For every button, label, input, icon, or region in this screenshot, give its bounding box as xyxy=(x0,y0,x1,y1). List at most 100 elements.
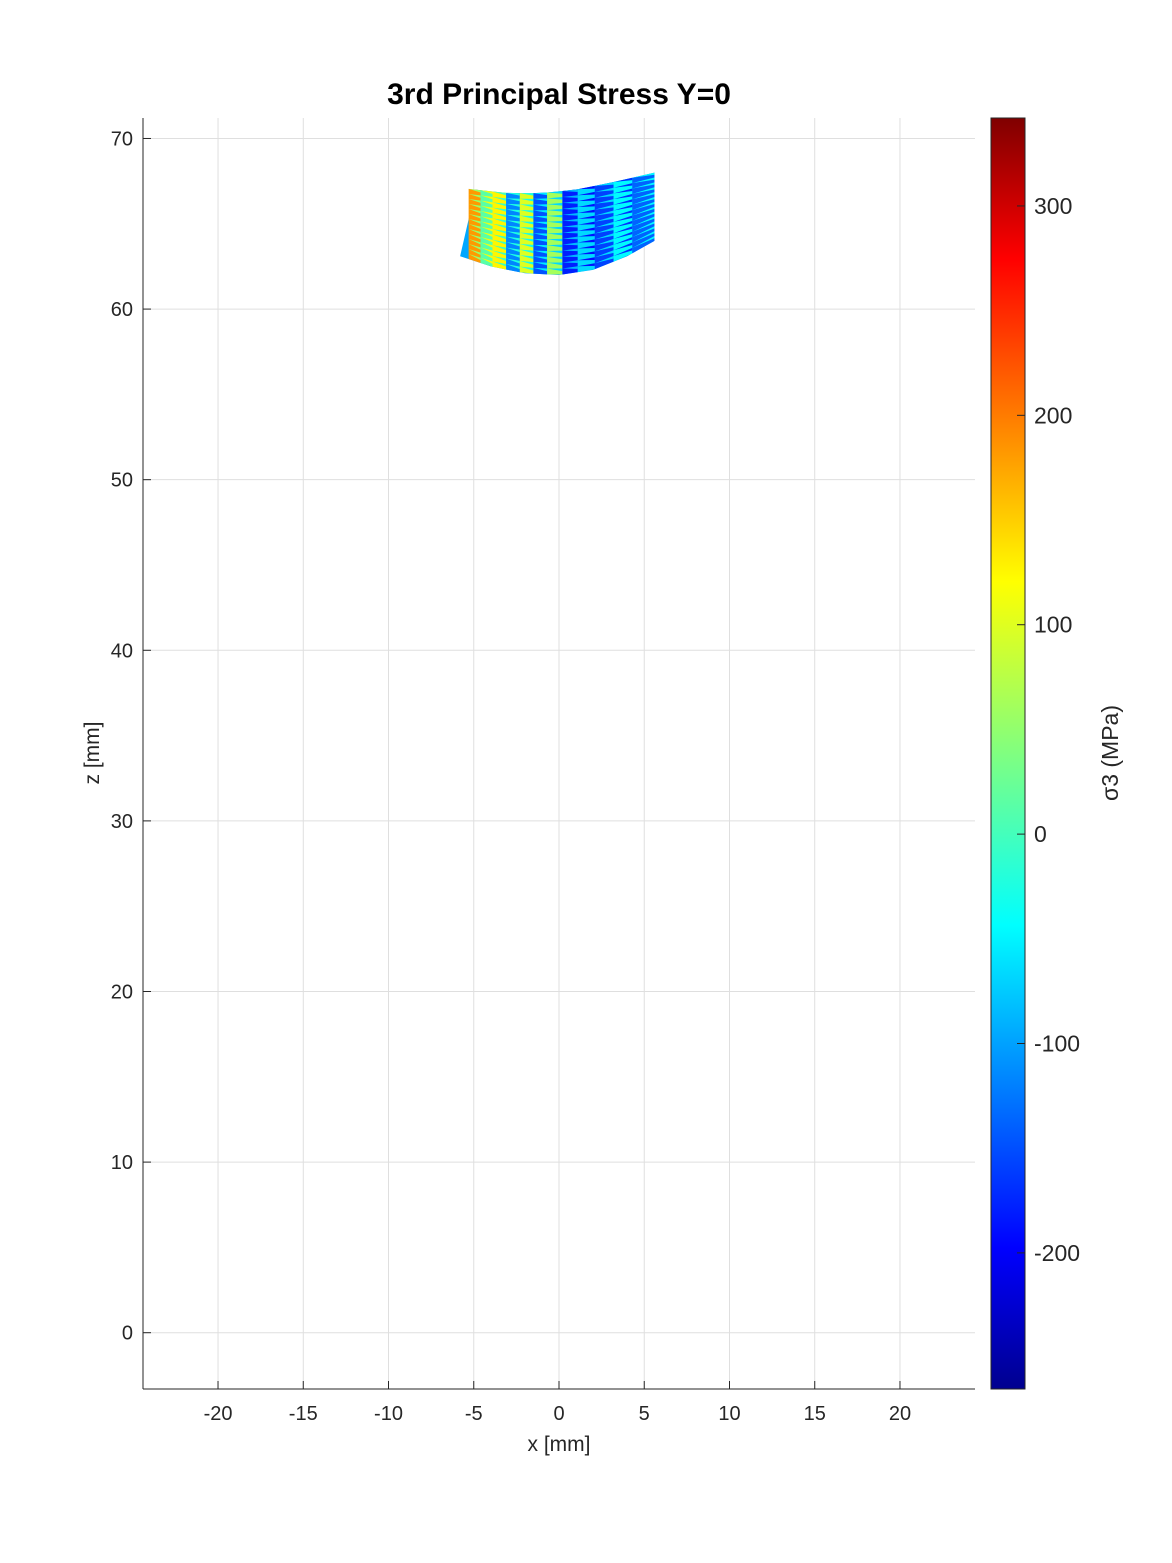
stress-stripe xyxy=(506,253,520,258)
stress-stripe xyxy=(547,226,563,230)
stress-stripe xyxy=(547,238,563,242)
stress-stripe xyxy=(562,207,578,210)
stress-stripe xyxy=(594,227,614,234)
colorbar-gradient xyxy=(991,118,1025,1389)
stress-stripe xyxy=(519,243,534,248)
stress-stripe xyxy=(519,238,534,242)
stress-stripe xyxy=(480,247,493,254)
stress-stripe xyxy=(594,193,614,198)
stress-stripe xyxy=(506,209,520,213)
stress-stripe xyxy=(547,196,563,200)
stress-stripe xyxy=(613,231,633,239)
stress-stripe xyxy=(632,177,655,184)
stress-stripe xyxy=(506,242,520,247)
stress-stripe xyxy=(547,214,563,218)
stress-stripe xyxy=(492,196,507,201)
stress-stripe xyxy=(506,220,520,224)
stress-stripe xyxy=(519,232,534,236)
stress-stripe xyxy=(632,172,655,178)
stress-stripe xyxy=(594,216,614,222)
stress-stripe xyxy=(533,198,548,202)
stress-stripe xyxy=(533,221,548,225)
stress-stripe xyxy=(468,233,481,240)
chart-title: 3rd Principal Stress Y=0 xyxy=(387,78,731,111)
stress-stripe xyxy=(480,190,493,194)
stress-stripe xyxy=(519,198,534,202)
stress-stripe xyxy=(562,248,578,252)
stress-stripe xyxy=(547,220,563,224)
stress-stripe xyxy=(632,192,655,200)
stress-stripe xyxy=(480,242,493,248)
stress-stripe xyxy=(492,207,507,212)
stress-stripe xyxy=(594,204,614,210)
stress-stripe xyxy=(632,216,655,227)
stress-stripe xyxy=(562,260,578,263)
stress-stripe xyxy=(594,233,614,240)
stress-stripe xyxy=(533,227,548,231)
stress-stripe xyxy=(577,203,595,208)
stress-stripe xyxy=(613,193,633,200)
colorbar: -200 -100 0 100 200 300 σ3 (MPa) xyxy=(990,117,1123,1390)
stress-stripe xyxy=(468,208,481,214)
stress-stripe xyxy=(480,216,493,221)
y-tick-label: 20 xyxy=(111,981,133,1003)
x-tick-label: -20 xyxy=(204,1403,233,1425)
stress-stripe xyxy=(613,247,633,256)
stress-stripe xyxy=(577,209,595,213)
stress-stripe xyxy=(519,226,534,231)
stress-stripe xyxy=(492,250,507,256)
stress-stripe xyxy=(632,231,655,243)
stress-stripe xyxy=(506,231,520,236)
stress-stripe xyxy=(613,199,633,205)
stress-stripe xyxy=(632,201,655,211)
stress-stripe xyxy=(533,250,548,254)
stress-stripe xyxy=(613,220,633,228)
stress-stripe xyxy=(468,218,481,224)
stress-stripe xyxy=(577,221,595,225)
stress-stripe xyxy=(506,225,520,230)
stress-stripe xyxy=(480,257,493,264)
stress-stripe xyxy=(547,268,563,272)
stress-stripe xyxy=(577,185,595,190)
stress-stripe xyxy=(468,244,481,250)
stress-stripe xyxy=(533,215,548,219)
stress-stripe xyxy=(480,195,493,200)
stress-stripe xyxy=(613,242,633,251)
stress-stripe xyxy=(492,261,507,267)
x-tick-label: 20 xyxy=(889,1403,911,1425)
stress-stripe xyxy=(533,204,548,207)
stress-stripe xyxy=(594,199,614,204)
colorbar-tick-label: 0 xyxy=(1034,821,1047,847)
colorbar-label: σ3 (MPa) xyxy=(1097,705,1123,801)
stress-stripe xyxy=(492,229,507,234)
stress-stripe xyxy=(577,233,595,237)
stress-stripe xyxy=(519,260,534,265)
stress-stripe xyxy=(533,239,548,242)
stress-stripe xyxy=(632,206,655,216)
stress-stripe xyxy=(613,226,633,234)
stress-stripe xyxy=(468,198,481,203)
stress-stripe xyxy=(562,230,578,234)
stress-stripe xyxy=(547,250,563,254)
stress-stripe xyxy=(562,236,578,240)
stress-stripe xyxy=(519,204,534,208)
stress-stripe xyxy=(632,196,655,205)
stress-stripe xyxy=(506,198,520,202)
stress-stripe xyxy=(492,202,507,207)
stress-stripe xyxy=(632,187,655,194)
colorbar-tick-label: -200 xyxy=(1034,1240,1080,1266)
stress-stripe xyxy=(547,208,563,212)
y-tick-label: 70 xyxy=(111,128,133,150)
x-tick-label: 5 xyxy=(639,1403,650,1425)
colorbar-tick-label: -100 xyxy=(1034,1031,1080,1057)
stress-stripe xyxy=(613,210,633,217)
stress-stripe xyxy=(562,195,578,198)
stress-stripe xyxy=(547,256,563,260)
stress-stripe xyxy=(577,191,595,196)
stress-stripe xyxy=(480,252,493,259)
y-tick-label: 0 xyxy=(122,1323,133,1345)
stress-stripe xyxy=(562,254,578,258)
stress-stripe xyxy=(613,237,633,245)
stress-stripe xyxy=(594,182,614,186)
stress-stripe xyxy=(533,267,548,272)
